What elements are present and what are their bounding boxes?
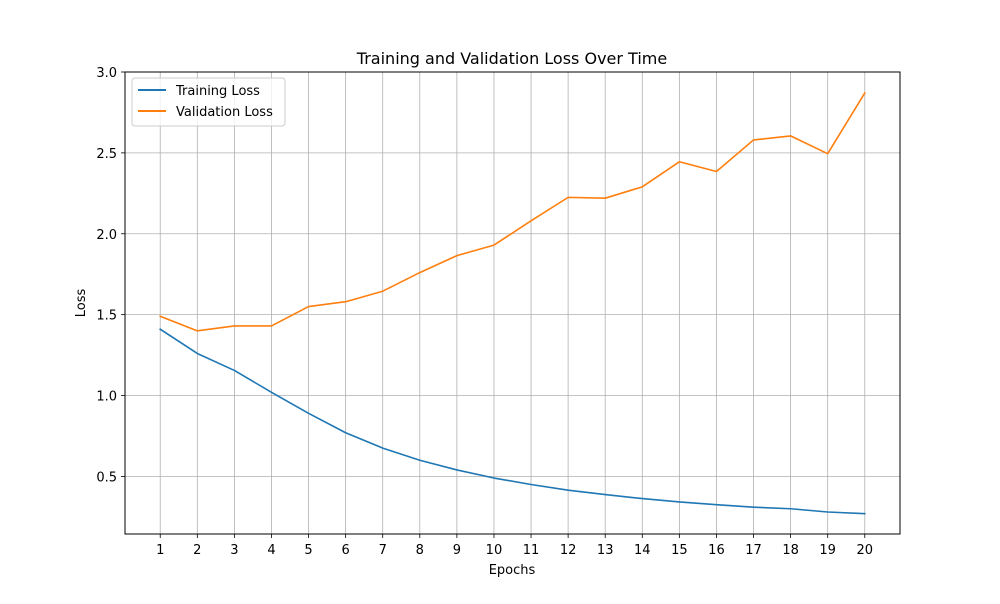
y-tick-label: 0.5 [96, 470, 117, 485]
y-tick-label: 3.0 [96, 66, 117, 81]
x-tick-label: 14 [634, 543, 651, 558]
x-tick-label: 3 [230, 543, 238, 558]
x-tick-label: 6 [341, 543, 349, 558]
x-tick-label: 17 [745, 543, 762, 558]
x-tick-label: 10 [486, 543, 503, 558]
x-tick-label: 9 [453, 543, 461, 558]
y-tick-label: 1.0 [96, 390, 117, 405]
x-tick-label: 20 [856, 543, 873, 558]
x-axis-label: Epochs [489, 563, 536, 578]
x-tick-label: 5 [304, 543, 312, 558]
x-tick-label: 1 [156, 543, 164, 558]
legend-label-training-loss: Training Loss [175, 84, 260, 99]
x-axis-ticks: 1 2 3 4 5 6 7 8 9 10 11 12 13 14 15 16 17 18 19 20 [156, 534, 873, 558]
y-tick-label: 1.5 [96, 309, 117, 324]
x-tick-label: 12 [560, 543, 577, 558]
x-tick-label: 8 [416, 543, 424, 558]
y-axis-label: Loss [74, 289, 89, 318]
series-line-validation-loss [159, 91, 866, 332]
series-line-training-loss [159, 328, 866, 515]
chart-title: Training and Validation Loss Over Time [356, 49, 667, 68]
x-tick-label: 18 [782, 543, 799, 558]
legend: Training Loss Validation Loss [131, 77, 286, 127]
legend-box [131, 77, 286, 127]
y-axis-ticks: 0.5 1.0 1.5 2.0 2.5 3.0 [96, 66, 125, 485]
x-tick-label: 2 [193, 543, 201, 558]
x-tick-label: 13 [597, 543, 614, 558]
plot-area-frame [124, 71, 901, 535]
y-tick-label: 2.0 [96, 228, 117, 243]
legend-label-validation-loss: Validation Loss [176, 105, 273, 120]
x-tick-label: 16 [708, 543, 725, 558]
x-tick-label: 19 [819, 543, 836, 558]
x-tick-label: 4 [267, 543, 275, 558]
plot-lines [159, 91, 866, 515]
y-tick-label: 2.5 [96, 147, 117, 162]
x-tick-label: 7 [379, 543, 387, 558]
x-tick-label: 11 [523, 543, 540, 558]
x-tick-label: 15 [671, 543, 688, 558]
